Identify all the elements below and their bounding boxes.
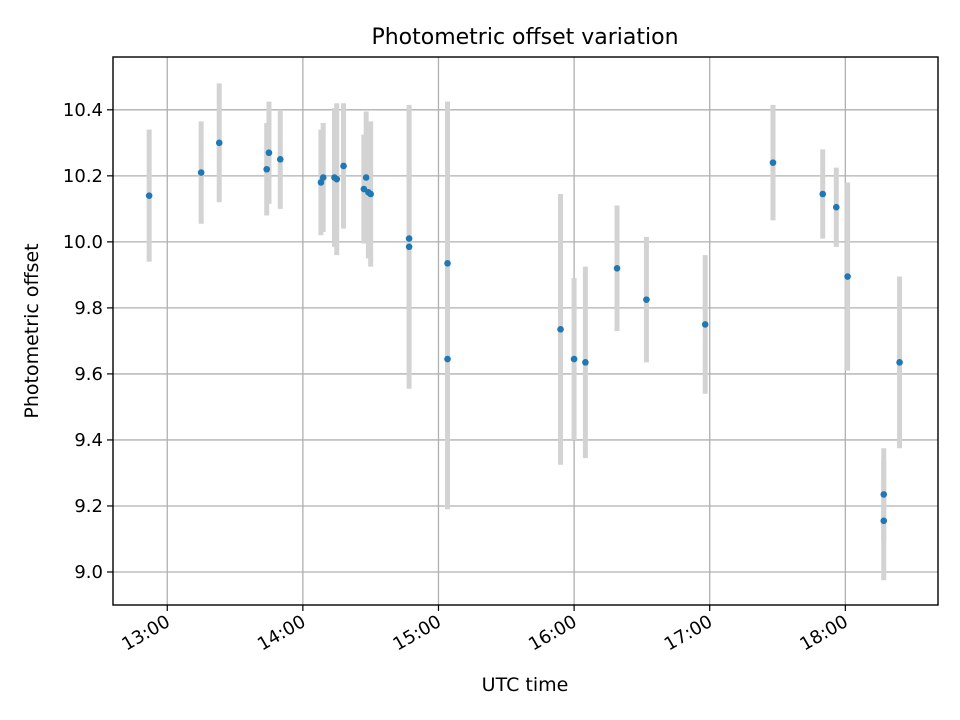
y-tick-label: 10.2	[63, 166, 103, 187]
data-point	[333, 175, 341, 183]
data-point	[405, 243, 413, 251]
data-point	[340, 162, 347, 170]
data-point	[844, 273, 851, 280]
data-point	[362, 174, 370, 181]
chart-title: Photometric offset variation	[371, 25, 678, 50]
y-tick-label: 9.0	[74, 562, 103, 583]
y-tick-label: 9.4	[74, 430, 103, 451]
data-point	[570, 355, 578, 363]
y-axis-label: Photometric offset	[21, 243, 43, 418]
y-tick-label: 9.2	[74, 496, 103, 517]
data-point	[832, 203, 840, 211]
y-tick-label: 10.4	[63, 100, 103, 121]
data-point	[880, 491, 888, 498]
data-point	[819, 190, 827, 198]
data-point	[582, 359, 589, 366]
data-point	[367, 190, 374, 198]
data-point	[276, 156, 284, 163]
y-tick-label: 9.8	[74, 298, 103, 319]
data-point	[701, 321, 709, 328]
data-points	[145, 139, 903, 525]
x-axis-label: UTC time	[482, 674, 569, 696]
plot-frame	[112, 56, 939, 606]
data-point	[197, 169, 205, 176]
data-point	[444, 355, 451, 363]
data-point	[263, 165, 270, 173]
y-tick-label: 9.6	[74, 364, 103, 385]
data-point	[405, 235, 413, 242]
data-point	[265, 149, 273, 157]
data-point	[613, 264, 621, 272]
data-point	[880, 517, 888, 525]
data-point	[360, 185, 368, 193]
data-point	[444, 260, 451, 267]
data-point	[145, 192, 153, 199]
data-point	[319, 174, 327, 181]
data-point	[896, 359, 903, 366]
data-point	[317, 179, 325, 186]
data-point	[557, 326, 564, 333]
y-tick-label: 10.0	[63, 232, 103, 253]
y-axis: 9.0 9.2 9.4 9.6 9.8 10.0 10.2 10.4	[63, 100, 113, 583]
data-point	[215, 139, 223, 147]
data-point	[643, 296, 650, 303]
data-point	[769, 159, 777, 166]
